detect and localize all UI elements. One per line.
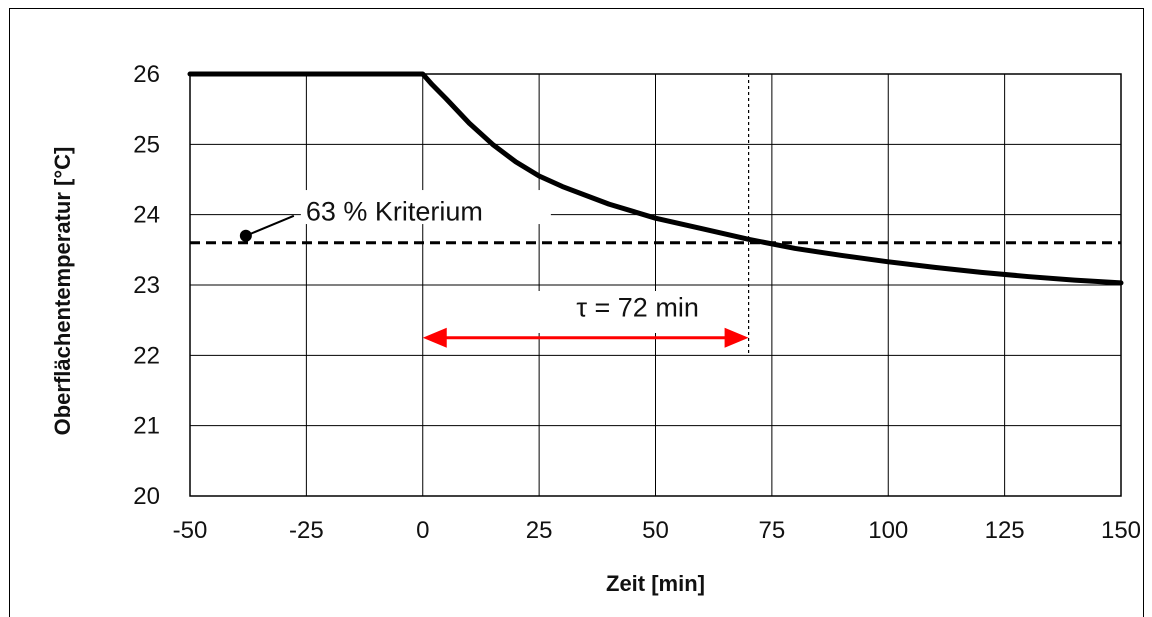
x-tick-label: 125 — [985, 517, 1025, 544]
tau-label-background — [534, 291, 710, 333]
y-tick-label: 22 — [133, 342, 160, 369]
x-tick-label: 75 — [759, 517, 786, 544]
x-tick-label: -50 — [173, 517, 208, 544]
y-axis-label: Oberflächentemperatur [°C] — [50, 147, 75, 436]
grid — [189, 73, 1122, 497]
x-axis-label: Zeit [min] — [606, 571, 705, 596]
temperature-curve — [187, 71, 1124, 286]
y-tick-label: 23 — [133, 272, 160, 299]
x-tick-label: 50 — [642, 517, 669, 544]
plot-area — [187, 71, 1124, 356]
x-tick-label: -25 — [289, 517, 324, 544]
tau-arrow-head-right — [724, 327, 749, 348]
y-tick-label: 26 — [133, 61, 160, 88]
y-tick-label: 21 — [133, 413, 160, 440]
tau-arrow-head-left — [422, 327, 447, 348]
x-tick-label: 25 — [526, 517, 553, 544]
criterion-leader-line — [245, 214, 295, 237]
y-tick-label: 25 — [133, 131, 160, 158]
y-tick-label: 20 — [133, 483, 160, 510]
criterion-point — [239, 229, 252, 242]
x-tick-label: 150 — [1101, 517, 1141, 544]
tau-annotation: τ = 72 min — [576, 293, 698, 323]
tick-labels: -50 -25 0 25 50 75 100 125 150 20 21 22 23 24 25 26 — [133, 61, 1141, 544]
criterion-annotation: 63 % Kriterium — [306, 197, 483, 227]
x-tick-label: 100 — [868, 517, 908, 544]
y-tick-label: 24 — [133, 202, 160, 229]
x-tick-label: 0 — [416, 517, 429, 544]
criterion-label-background — [300, 190, 551, 225]
chart-frame — [9, 8, 1144, 617]
